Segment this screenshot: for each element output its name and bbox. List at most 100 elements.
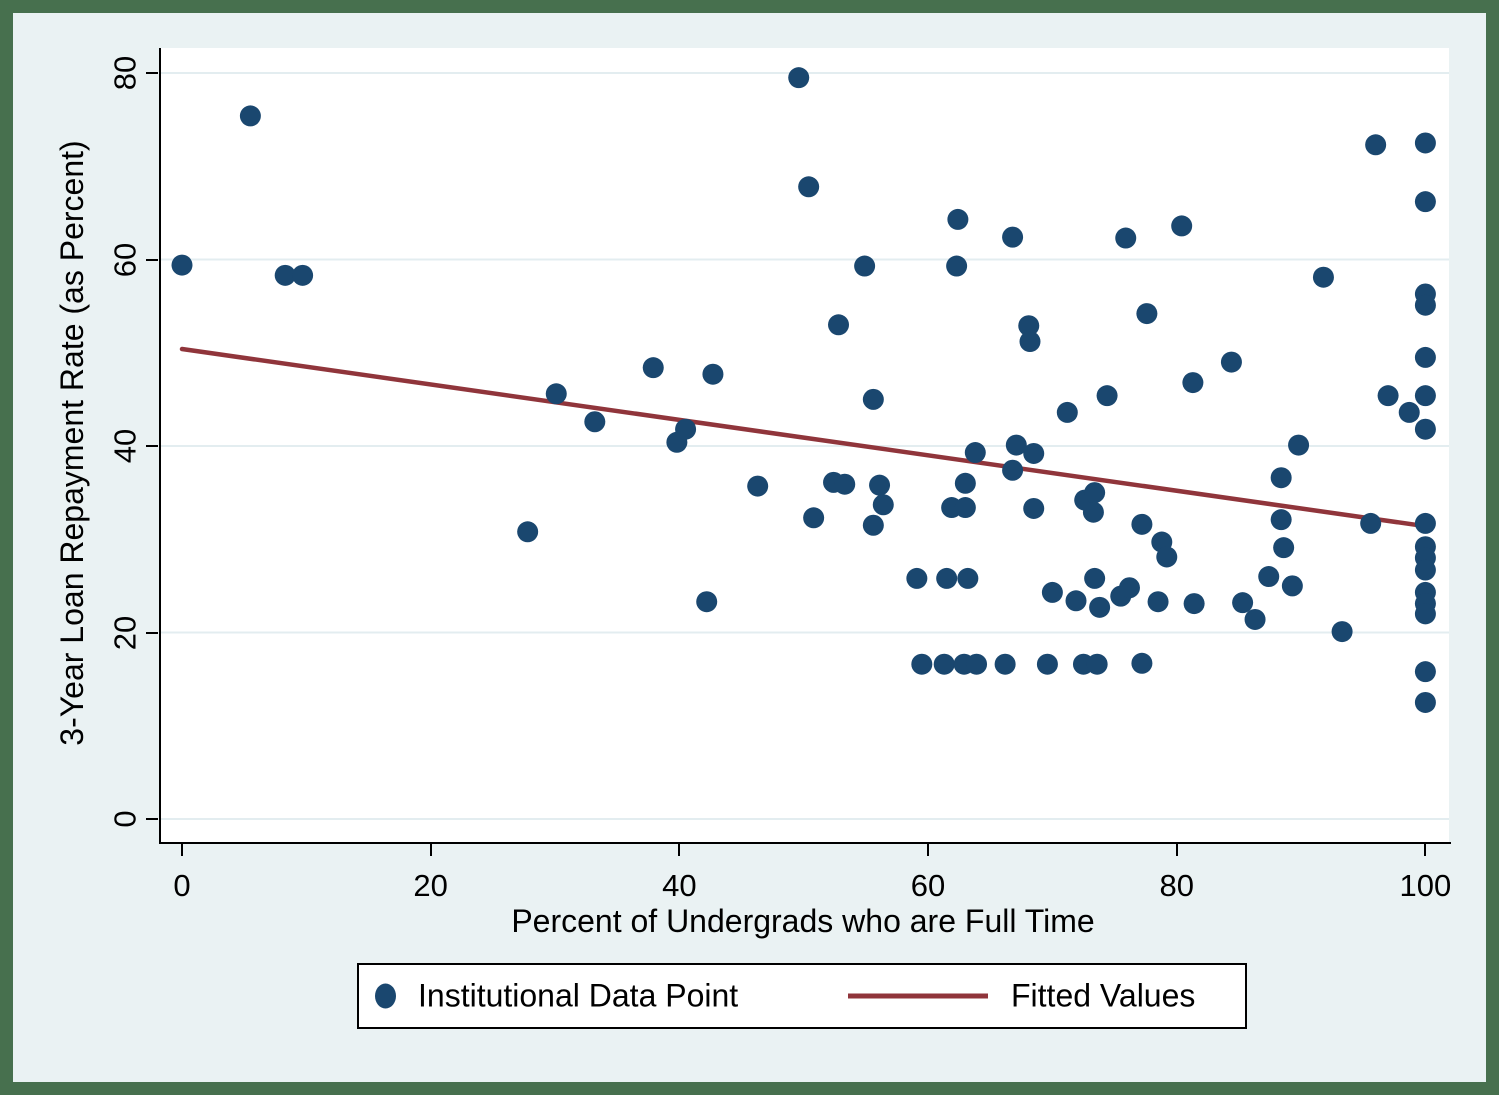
data-point — [1232, 592, 1254, 614]
graph-canvas: 0 20 40 60 80 100 0 20 40 60 80 Percent of Undergr… — [13, 13, 1486, 1082]
data-point — [834, 473, 856, 495]
data-point — [1147, 591, 1169, 613]
data-point — [1414, 559, 1436, 581]
data-point — [1131, 513, 1153, 535]
scatter-plot — [161, 67, 1449, 820]
y-tick-label: 60 — [107, 242, 143, 277]
data-point — [1019, 331, 1041, 353]
data-point — [906, 567, 928, 589]
y-tick-label: 0 — [107, 810, 143, 828]
data-point — [1056, 401, 1078, 423]
y-tick-mark — [146, 72, 158, 74]
data-point — [1377, 385, 1399, 407]
data-point — [911, 653, 933, 675]
x-tick-label: 80 — [1159, 868, 1194, 903]
x-tick-mark — [927, 844, 930, 856]
data-point — [171, 254, 193, 276]
data-point — [1136, 303, 1158, 325]
data-point — [1258, 566, 1280, 588]
data-point — [1183, 593, 1205, 615]
y-axis-title: 3-Year Loan Repayment Rate (as Percent) — [54, 140, 90, 746]
data-point — [274, 264, 296, 286]
data-point — [1414, 603, 1436, 625]
data-point — [292, 264, 314, 286]
data-point — [1414, 346, 1436, 368]
data-point — [803, 507, 825, 529]
data-point — [1244, 608, 1266, 630]
x-tick-mark — [429, 844, 432, 856]
x-tick-label: 40 — [662, 868, 697, 903]
data-point — [1270, 509, 1292, 531]
data-point — [696, 591, 718, 613]
data-point — [517, 521, 539, 543]
data-point — [869, 474, 891, 496]
fitted-line-swatch — [848, 993, 988, 999]
data-point — [1096, 385, 1118, 407]
data-point — [1281, 575, 1303, 597]
data-point — [954, 472, 976, 494]
data-point — [1273, 537, 1295, 559]
data-point — [642, 357, 664, 379]
data-point — [954, 497, 976, 519]
data-point — [1414, 191, 1436, 213]
data-point — [798, 176, 820, 198]
y-tick-mark — [146, 445, 158, 447]
data-point — [964, 442, 986, 464]
data-point — [933, 653, 955, 675]
data-point — [1414, 132, 1436, 154]
y-tick-mark — [146, 258, 158, 261]
x-tick-label: 100 — [1399, 868, 1452, 903]
data-point — [1156, 546, 1178, 568]
data-point — [1414, 418, 1436, 440]
fitted-line — [179, 346, 1428, 529]
y-axis-line — [159, 48, 161, 844]
data-point — [1414, 294, 1436, 316]
data-point — [1118, 577, 1140, 599]
data-point — [1002, 459, 1024, 481]
data-point — [966, 653, 988, 675]
data-point — [828, 314, 850, 336]
data-point — [239, 105, 261, 127]
legend-label-fitted-values: Fitted Values — [1011, 977, 1196, 1014]
data-point — [1115, 227, 1137, 249]
data-point — [747, 475, 769, 497]
data-point — [1005, 434, 1027, 456]
legend-label-data-points: Institutional Data Point — [418, 977, 739, 1014]
data-point — [1398, 401, 1420, 423]
x-tick-mark — [1424, 844, 1427, 856]
data-point — [1036, 653, 1058, 675]
data-point — [1018, 315, 1040, 337]
data-point — [1086, 653, 1108, 675]
y-tick-label: 40 — [107, 428, 143, 464]
data-point — [947, 208, 969, 230]
x-tick-label: 60 — [910, 868, 946, 903]
data-point — [1414, 661, 1436, 683]
x-tick-mark — [678, 844, 681, 856]
data-point — [1023, 497, 1045, 519]
data-point — [1182, 372, 1204, 394]
data-point — [675, 418, 697, 440]
data-point — [1023, 442, 1045, 464]
y-tick-mark — [146, 631, 158, 634]
data-point — [946, 255, 968, 277]
data-point — [1331, 621, 1353, 643]
data-point — [1082, 501, 1104, 523]
legend: Institutional Data Point Fitted Values — [357, 963, 1247, 1029]
data-point — [1414, 512, 1436, 534]
data-point — [872, 494, 894, 516]
x-tick-label: 0 — [173, 868, 191, 903]
x-tick-label: 20 — [413, 868, 448, 903]
y-tick-label: 80 — [107, 55, 143, 91]
data-point — [1089, 596, 1111, 618]
data-point — [1084, 482, 1106, 504]
data-point — [862, 388, 884, 410]
data-point — [702, 363, 724, 385]
data-point — [1360, 512, 1382, 534]
data-point — [862, 514, 884, 536]
data-point — [1084, 567, 1106, 589]
data-point — [788, 67, 810, 89]
data-point — [1065, 590, 1087, 612]
data-point — [957, 567, 979, 589]
data-point — [1414, 385, 1436, 407]
